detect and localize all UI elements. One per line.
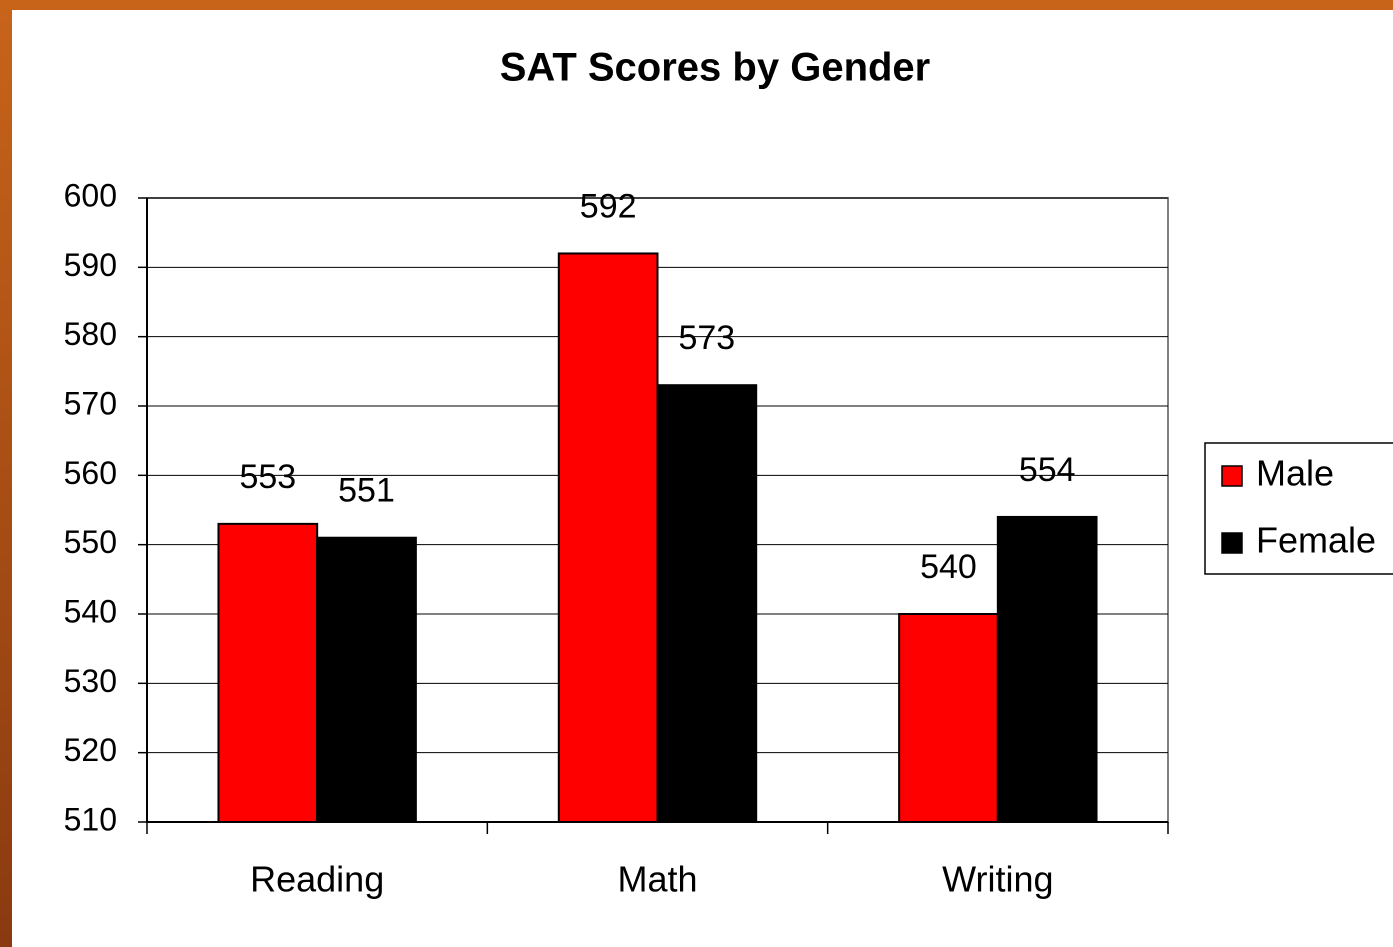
y-tick-label: 530	[64, 663, 117, 699]
x-tick-label: Math	[617, 859, 697, 900]
y-tick-label: 550	[64, 524, 117, 560]
data-label: 573	[678, 319, 735, 357]
y-tick-label: 580	[64, 316, 117, 352]
data-label: 553	[239, 458, 296, 496]
legend-swatch	[1221, 465, 1243, 487]
data-label: 551	[338, 472, 395, 510]
x-tick-label: Writing	[942, 859, 1053, 900]
y-tick-label: 600	[64, 177, 117, 213]
bar	[898, 613, 999, 823]
y-tick-label: 520	[64, 732, 117, 768]
bar	[557, 252, 659, 823]
chart: SAT Scores by Gender 510 520 530 540 550 560 5…	[12, 10, 1393, 947]
y-tick-label: 570	[64, 385, 117, 421]
data-label: 592	[580, 187, 637, 225]
bar	[996, 515, 1098, 824]
y-tick-label: 510	[64, 801, 117, 837]
chart-title: SAT Scores by Gender	[500, 46, 931, 90]
bar	[316, 536, 417, 823]
legend-swatch	[1221, 532, 1243, 554]
data-label: 540	[920, 548, 977, 586]
data-label: 554	[1019, 451, 1076, 489]
y-tick-label: 540	[64, 593, 117, 629]
y-tick-label: 560	[64, 455, 117, 491]
x-tick-label: Reading	[250, 859, 384, 900]
legend-label: Male	[1256, 453, 1334, 494]
y-tick-label: 590	[64, 247, 117, 283]
bar	[656, 384, 758, 823]
bar	[217, 522, 319, 823]
legend-label: Female	[1256, 520, 1376, 561]
